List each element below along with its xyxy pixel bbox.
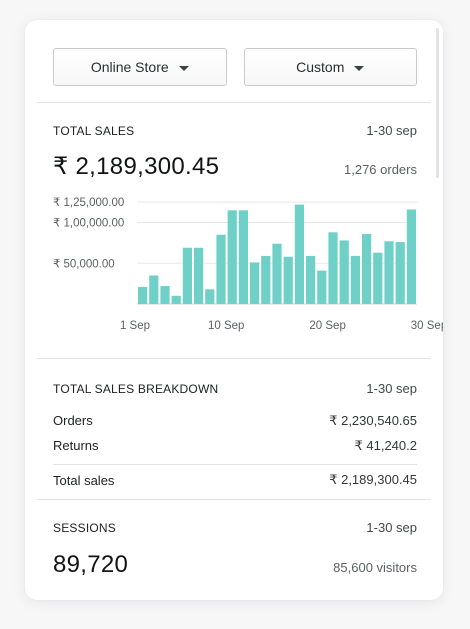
chart-bar	[194, 247, 204, 304]
scrollbar[interactable]	[436, 28, 439, 178]
returns-label: Returns	[53, 438, 99, 453]
chart-bar	[272, 243, 282, 304]
x-tick-label: 20 Sep	[309, 320, 345, 332]
y-tick-label: ₹ 1,25,000.00	[53, 197, 124, 209]
date-range-dropdown[interactable]: Custom	[243, 48, 417, 86]
sessions-period: 1-30 sep	[366, 520, 417, 535]
y-tick-label: ₹ 50,000.00	[53, 258, 115, 270]
chart-bar	[138, 286, 148, 304]
visitors-count: 85,600 visitors	[333, 560, 417, 575]
total-label: Total sales	[53, 472, 115, 488]
chart-bar	[317, 270, 327, 304]
sessions-section: SESSIONS 1-30 sep 89,720 85,600 visitors	[53, 520, 417, 579]
sales-bar-chart: ₹ 1,25,000.00 ₹ 1,00,000.00 ₹ 50,000.00 1 S…	[53, 197, 443, 332]
chart-bar	[216, 234, 226, 304]
total-sales-section: TOTAL SALES 1-30 sep ₹ 2,189,300.45 1,27…	[53, 123, 417, 181]
chart-bar	[373, 252, 383, 304]
chart-bar	[339, 240, 349, 304]
chart-bar	[149, 275, 159, 304]
chart-bar	[328, 232, 338, 304]
divider	[37, 358, 431, 359]
chart-bar	[171, 295, 181, 304]
returns-row: Returns ₹ 41,240.2	[53, 433, 417, 458]
orders-label: Orders	[53, 413, 93, 428]
chart-bar	[350, 255, 360, 304]
orders-count: 1,276 orders	[344, 162, 417, 177]
total-sales-value: ₹ 2,189,300.45	[53, 153, 220, 180]
chart-bar	[250, 262, 260, 304]
chart-bar	[395, 242, 405, 304]
chart-bar	[227, 210, 237, 304]
total-sales-period: 1-30 sep	[366, 123, 417, 138]
chart-bar	[261, 255, 271, 304]
chart-bar	[362, 233, 372, 304]
total-sales-title: TOTAL SALES	[53, 123, 135, 138]
returns-value: ₹ 41,240.2	[354, 437, 418, 453]
sessions-title: SESSIONS	[53, 520, 116, 535]
chart-bar	[238, 210, 248, 304]
x-tick-label: 1 Sep	[120, 320, 150, 332]
divider	[37, 102, 431, 103]
caret-down-icon	[178, 65, 189, 71]
caret-down-icon	[354, 65, 365, 71]
sales-overview-card: Online Store Custom TOTAL SALES 1-30 sep…	[25, 20, 443, 600]
channel-dropdown[interactable]: Online Store	[53, 48, 227, 86]
chart-bar	[406, 209, 416, 304]
y-tick-label: ₹ 1,00,000.00	[53, 218, 124, 230]
chart-bar	[160, 286, 170, 304]
x-tick-label: 10 Sep	[208, 320, 244, 332]
orders-row: Orders ₹ 2,230,540.65	[53, 408, 417, 433]
chart-bar	[384, 241, 394, 304]
chart-bar	[306, 255, 316, 304]
filter-bar: Online Store Custom	[53, 48, 417, 86]
total-value: ₹ 2,189,300.45	[329, 472, 417, 487]
orders-value: ₹ 2,230,540.65	[329, 412, 417, 428]
total-row: Total sales ₹ 2,189,300.45	[53, 464, 417, 495]
sessions-value: 89,720	[53, 551, 129, 578]
channel-dropdown-label: Online Store	[90, 59, 169, 75]
chart-bar	[294, 204, 304, 304]
breakdown-title: TOTAL SALES BREAKDOWN	[53, 381, 219, 396]
breakdown-period: 1-30 sep	[366, 381, 417, 396]
chart-bar	[205, 289, 215, 304]
date-range-dropdown-label: Custom	[296, 59, 345, 75]
x-tick-label: 30 Sep	[411, 320, 443, 332]
divider	[37, 499, 431, 500]
chart-bar	[182, 247, 192, 304]
breakdown-section: TOTAL SALES BREAKDOWN 1-30 sep Orders ₹ …	[53, 381, 417, 495]
chart-bar	[283, 256, 293, 304]
